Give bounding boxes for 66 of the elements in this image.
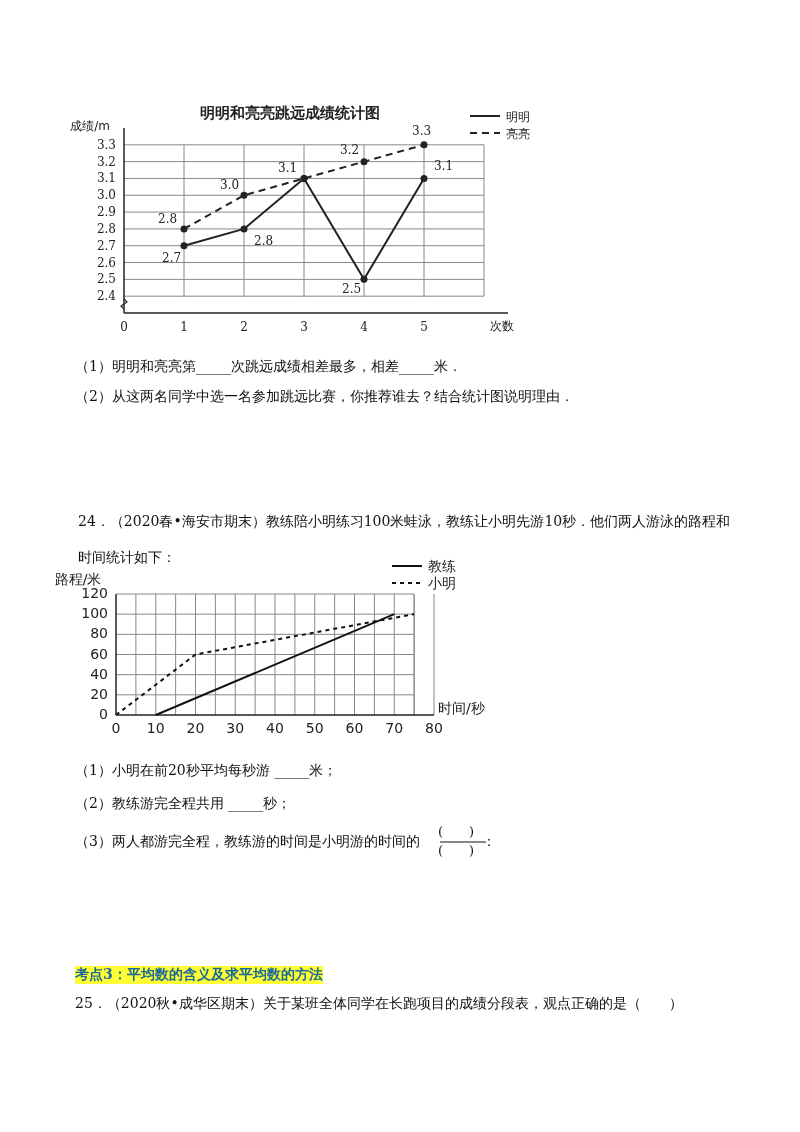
point [240, 225, 248, 233]
data-label: 3.0 [220, 178, 240, 193]
text: ： [482, 833, 496, 851]
x-axis-title: 次数 [490, 319, 514, 333]
point [360, 158, 368, 166]
data-label: 2.8 [158, 211, 178, 226]
x-tick-label: 50 [305, 720, 324, 736]
x-tick-label: 20 [186, 720, 205, 736]
text: （2）教练游完全程共用 _____秒； [75, 795, 292, 813]
text: （3）两人都游完全程，教练游的时间是小明游的时间的 [75, 833, 420, 851]
legend-label: 明明 [506, 110, 530, 124]
y-tick-label: 2.4 [96, 289, 117, 304]
text: （2）从这两名同学中选一名参加跳远比赛，你推荐谁去？结合统计图说明理由． [75, 388, 574, 406]
chart-title: 明明和亮亮跳远成绩统计图 [200, 104, 380, 122]
y-tick-label: 20 [90, 685, 108, 702]
legend-label: 小明 [428, 575, 456, 591]
y-tick-label: 0 [99, 706, 108, 722]
x-tick-label: 4 [360, 320, 369, 334]
x-tick-label: 10 [146, 720, 165, 736]
y-axis-title: 路程/米 [54, 571, 102, 587]
y-tick-label: 80 [90, 625, 108, 642]
data-label: 2.8 [254, 233, 274, 248]
y-tick-label: 2.7 [96, 238, 116, 253]
y-axis-title: 成绩/m [70, 119, 110, 133]
y-tick-label: 2.5 [96, 272, 116, 287]
y-tick-label: 3.0 [96, 188, 116, 203]
point [420, 141, 428, 149]
y-tick-label: 2.6 [96, 255, 116, 270]
point [180, 242, 188, 250]
x-axis-title: 时间/秒 [438, 700, 485, 716]
y-tick-label: 40 [90, 665, 108, 682]
x-tick-label: 30 [226, 720, 245, 736]
point [180, 225, 188, 233]
x-tick-label: 70 [385, 720, 404, 736]
y-tick-label: 3.2 [96, 154, 116, 169]
data-label: 3.1 [434, 159, 454, 174]
y-tick-label: 3.3 [96, 137, 116, 152]
data-label: 2.5 [342, 282, 362, 297]
data-label: 3.2 [340, 142, 360, 157]
text: 25．（2020秋•成华区期末）关于某班全体同学在长跑项目的成绩分段表，观点正确的是（ ） [75, 995, 683, 1013]
x-tick-label: 3 [300, 320, 308, 334]
text: 考点3：平均数的含义及求平均数的方法 [75, 966, 323, 984]
text: （1）明明和亮亮第_____次跳远成绩相差最多，相差_____米． [75, 358, 462, 376]
point [360, 275, 368, 283]
x-tick-label: 5 [420, 320, 428, 334]
data-label: 2.7 [162, 250, 182, 265]
point [420, 174, 428, 182]
y-tick-label: 3.1 [96, 171, 116, 186]
y-tick-label: 60 [90, 645, 108, 662]
y-tick-label: 2.8 [96, 221, 116, 236]
x-tick-label: 0 [120, 320, 128, 334]
x-tick-label: 80 [425, 720, 443, 736]
text: ( ) [438, 823, 475, 841]
x-tick-label: 1 [180, 320, 188, 334]
data-label: 3.3 [412, 123, 432, 138]
point [240, 191, 248, 199]
text: （1）小明在前20秒平均每秒游 _____米； [75, 762, 338, 780]
text: ( ) [438, 842, 475, 860]
y-tick-label: 2.9 [96, 205, 116, 220]
x-tick-label: 60 [345, 720, 364, 736]
y-tick-label: 100 [81, 605, 108, 622]
x-tick-label: 40 [266, 720, 284, 736]
y-tick-label: 120 [81, 585, 108, 601]
data-label: 3.1 [278, 161, 298, 176]
legend-label: 亮亮 [506, 127, 530, 141]
x-tick-label: 2 [240, 320, 248, 334]
